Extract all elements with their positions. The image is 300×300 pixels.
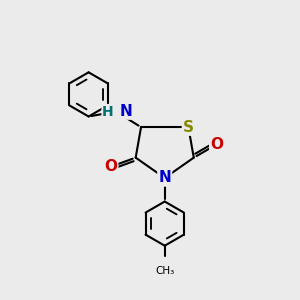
Text: CH₃: CH₃ [155, 266, 174, 276]
Text: O: O [104, 159, 117, 174]
Text: H: H [102, 105, 114, 118]
Text: S: S [183, 120, 194, 135]
Text: N: N [120, 104, 133, 119]
Text: O: O [210, 137, 223, 152]
Text: N: N [158, 170, 171, 185]
